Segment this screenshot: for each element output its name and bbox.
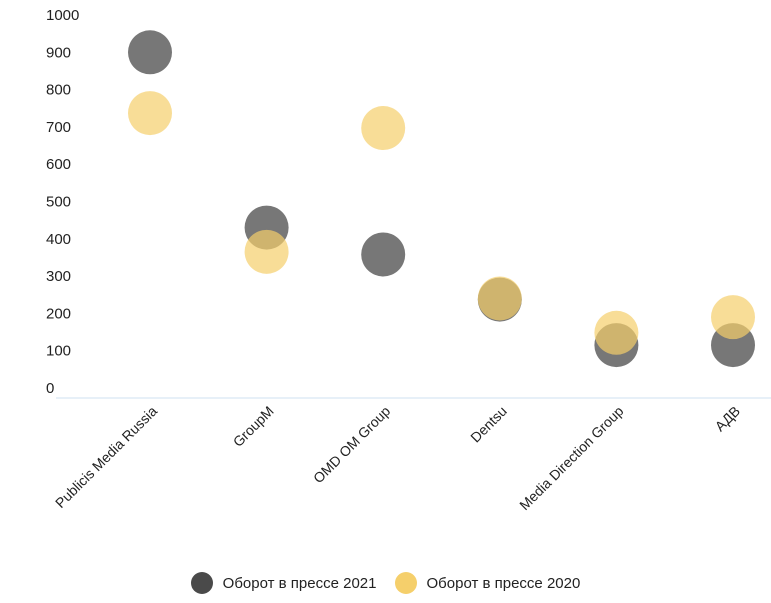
x-axis: Publicis Media Russia GroupM OMD OM Group D… [52,403,743,514]
legend-swatch-2021 [190,572,213,594]
x-tick-label: Media Direction Group [516,403,627,514]
data-point-2020[interactable] [594,310,639,355]
data-point-2020[interactable] [128,91,172,136]
y-tick-label: 800 [46,82,71,99]
legend-label-2020: Оборот в прессе 2020 [426,574,581,592]
data-point-2020[interactable] [244,229,289,274]
data-point-2020[interactable] [477,276,522,321]
data-point-2020[interactable] [361,106,406,151]
x-tick-label: Dentsu [467,403,510,446]
bubble-chart: 0 100 200 300 400 500 600 700 800 900 1000 Publici… [46,7,771,514]
y-tick-label: 700 [46,119,71,136]
legend-swatch-2020 [394,572,417,594]
y-tick-label: 100 [46,343,71,360]
y-tick-label: 200 [46,305,71,322]
legend-item-2021[interactable]: Оборот в прессе 2021 [190,572,377,594]
data-point-2021[interactable] [128,30,172,75]
y-tick-label: 1000 [46,7,79,24]
legend-item-2020[interactable]: Оборот в прессе 2020 [394,572,581,594]
legend-label-2021: Оборот в прессе 2021 [222,574,377,592]
data-point-2020[interactable] [711,295,755,340]
data-point-2021[interactable] [361,232,406,277]
y-tick-label: 500 [46,194,71,211]
y-tick-label: 0 [46,380,54,397]
x-tick-label: АДВ [712,403,744,435]
y-tick-label: 300 [46,268,71,285]
y-axis: 0 100 200 300 400 500 600 700 800 900 1000 [46,7,79,397]
x-tick-label: GroupM [230,403,277,450]
y-tick-label: 400 [46,231,71,248]
y-tick-label: 600 [46,156,71,173]
x-tick-label: OMD OM Group [310,403,394,487]
data-points [128,30,755,368]
x-tick-label: Publicis Media Russia [52,403,160,511]
legend: Оборот в прессе 2021 Оборот в прессе 202… [0,572,771,594]
y-tick-label: 900 [46,44,71,61]
